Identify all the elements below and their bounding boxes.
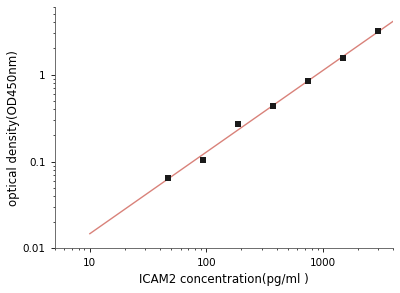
Point: [270, 103, 276, 108]
X-axis label: ICAM2 concentration(pg/ml ): ICAM2 concentration(pg/ml ): [139, 273, 309, 286]
Point: [165, 176, 171, 180]
Point: [305, 79, 312, 83]
Point: [235, 122, 241, 126]
Point: [200, 157, 206, 162]
Y-axis label: optical density(OD450nm): optical density(OD450nm): [7, 50, 20, 206]
Point: [375, 28, 382, 33]
Point: [340, 56, 347, 60]
